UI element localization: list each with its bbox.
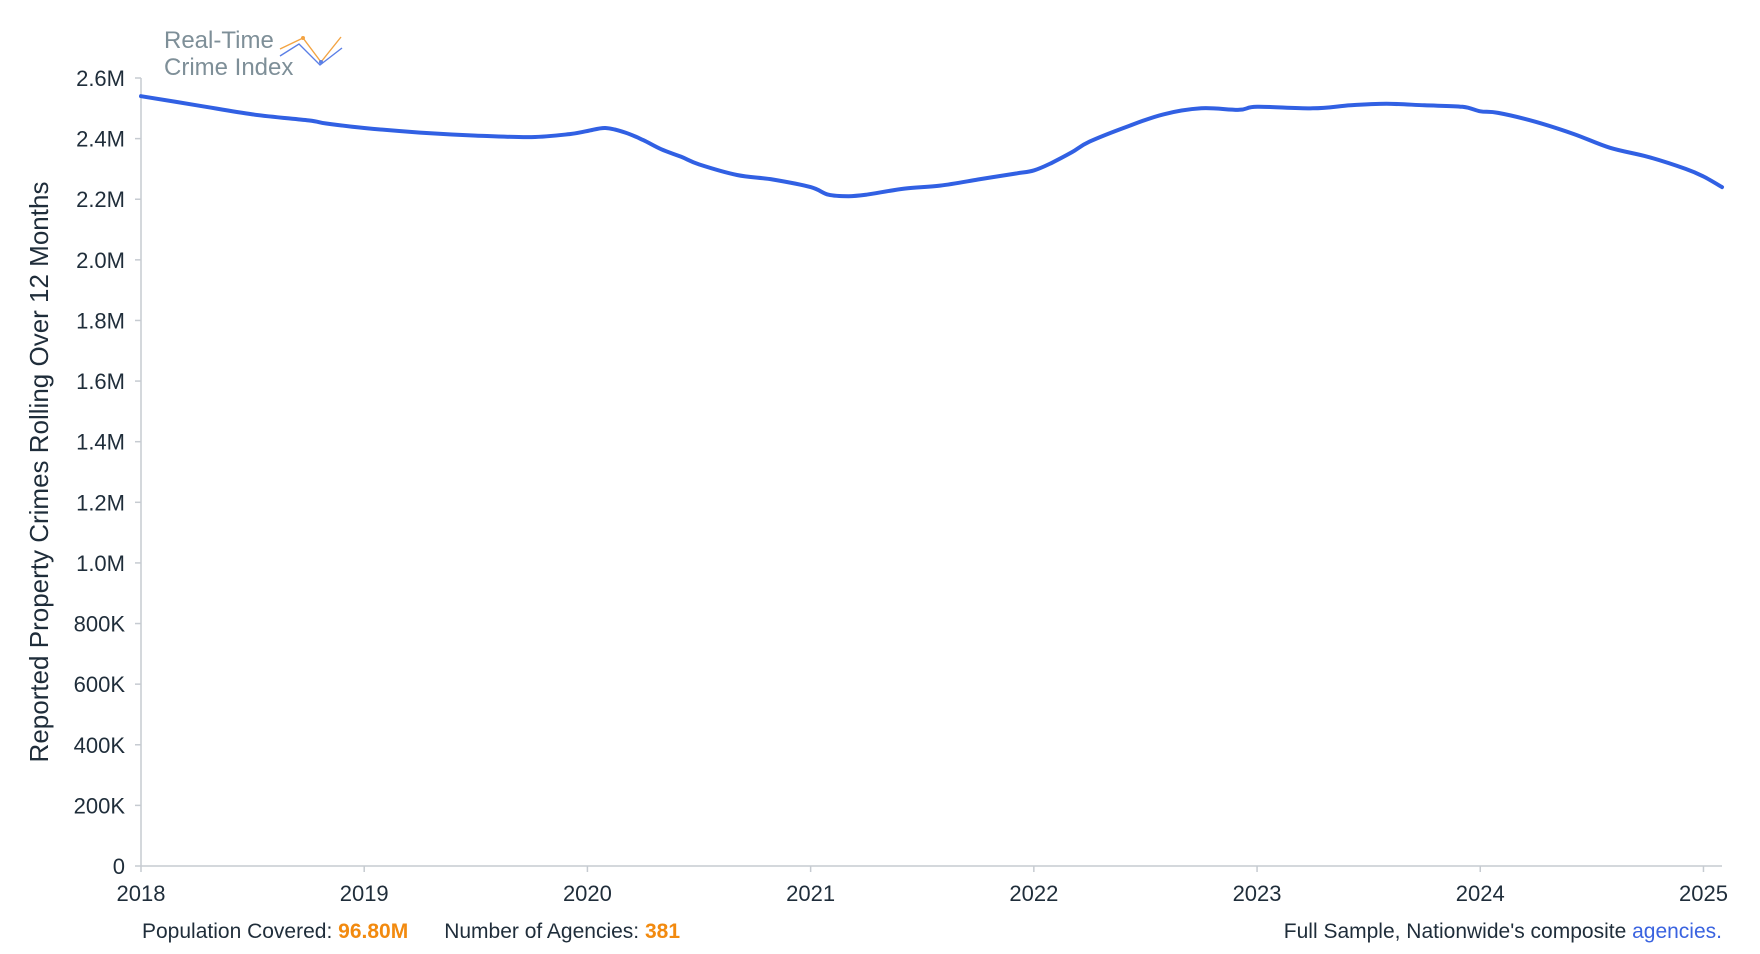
agencies-label: Number of Agencies: <box>444 920 645 943</box>
footer-stats: Population Covered: 96.80M Number of Agen… <box>142 920 680 944</box>
x-tick-label: 2022 <box>1009 881 1058 906</box>
population-value: 96.80M <box>338 920 409 943</box>
x-tick-label: 2021 <box>786 881 835 906</box>
y-tick-label: 2.4M <box>76 127 125 152</box>
agencies-value: 381 <box>644 920 681 943</box>
footer-sample: Full Sample, Nationwide's composite agen… <box>1284 920 1722 944</box>
x-tick-label: 2024 <box>1456 881 1505 906</box>
y-tick-label: 1.2M <box>76 490 125 515</box>
y-tick-label: 200K <box>74 793 126 818</box>
logo-mark-icon <box>279 36 343 66</box>
y-tick-label: 2.2M <box>76 187 125 212</box>
y-axis-title: Reported Property Crimes Rolling Over 12… <box>24 182 54 763</box>
y-tick-label: 2.0M <box>76 248 125 273</box>
y-tick-label: 600K <box>74 672 126 697</box>
agencies-link[interactable]: agencies. <box>1632 920 1722 943</box>
logo-line-1: Real-Time <box>164 27 274 54</box>
x-tick-label: 2025 <box>1679 881 1728 906</box>
y-tick-label: 1.0M <box>76 551 125 576</box>
y-tick-label: 1.8M <box>76 308 125 333</box>
y-tick-label: 1.4M <box>76 430 125 455</box>
logo: Real-Time Crime Index <box>164 27 343 81</box>
x-tick-label: 2023 <box>1233 881 1282 906</box>
y-tick-label: 400K <box>74 733 126 758</box>
y-tick-label: 1.6M <box>76 369 125 394</box>
x-tick-label: 2018 <box>117 881 166 906</box>
x-tick-label: 2020 <box>563 881 612 906</box>
y-axis-ticks: 0 200K 400K 600K 800K 1.0M 1.2M 1.4M 1.6M 1.8M 2.0… <box>74 66 141 879</box>
y-tick-label: 0 <box>113 854 125 879</box>
x-axis-ticks: 2018 2019 2020 2021 2022 2023 2024 2025 <box>117 866 1728 906</box>
y-tick-label: 800K <box>74 612 126 637</box>
sample-text: Full Sample, Nationwide's composite <box>1283 920 1633 943</box>
x-tick-label: 2019 <box>340 881 389 906</box>
series-line <box>139 94 1724 199</box>
y-tick-label: 2.6M <box>76 66 125 91</box>
logo-line-2: Crime Index <box>164 54 293 81</box>
population-label: Population Covered: <box>142 920 339 943</box>
